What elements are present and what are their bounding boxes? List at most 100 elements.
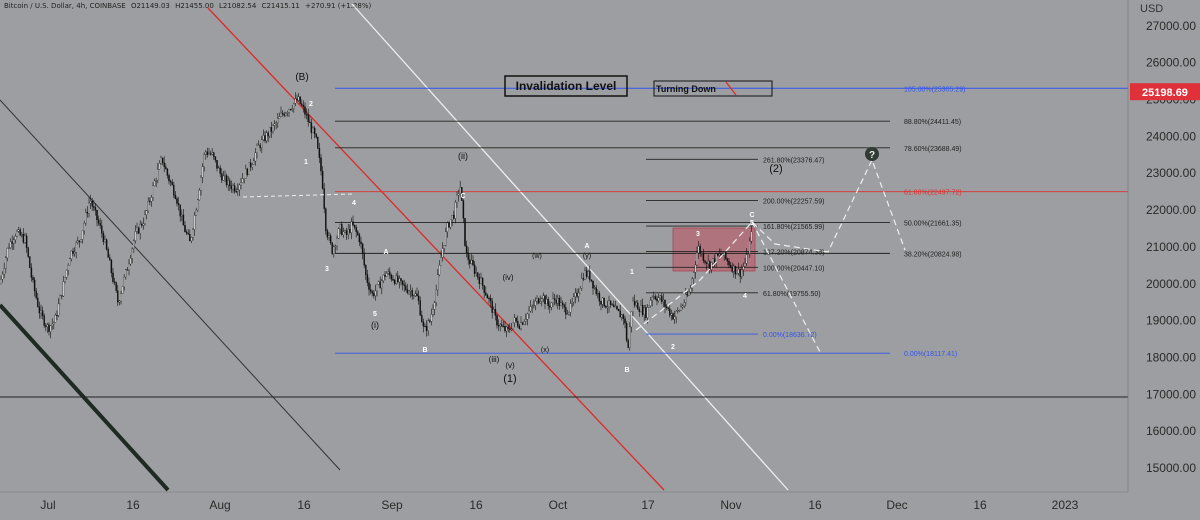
- candle: [261, 135, 263, 154]
- y-tick-label: 19000.00: [1146, 314, 1196, 328]
- candle: [240, 177, 242, 190]
- time-axis[interactable]: [0, 492, 1200, 520]
- candle: [390, 273, 393, 282]
- change-value: +270.91 (+1.28%): [305, 2, 372, 10]
- projection-path-alt: [751, 221, 821, 353]
- candle: [384, 270, 386, 281]
- candle: [75, 240, 77, 259]
- candle: [19, 227, 21, 237]
- fib-label: 61.80%(22497.72): [904, 190, 962, 197]
- turning-down-box[interactable]: [653, 80, 773, 97]
- candle: [635, 300, 637, 308]
- candle: [584, 266, 586, 281]
- candle: [505, 325, 508, 338]
- wave-label: 5: [750, 220, 754, 227]
- candle: [539, 295, 541, 304]
- candle: [581, 272, 583, 291]
- candle: [413, 294, 415, 300]
- candle: [142, 217, 145, 230]
- candle: [576, 288, 578, 299]
- candle: [133, 239, 135, 253]
- candle: [25, 233, 28, 253]
- candle: [251, 162, 253, 171]
- candle: [654, 294, 657, 301]
- candle: [438, 260, 441, 277]
- wave-label: (B): [295, 72, 308, 83]
- candle: [203, 152, 205, 172]
- candle: [645, 304, 647, 320]
- candle: [605, 305, 607, 309]
- candle: [385, 271, 388, 277]
- candle: [233, 182, 236, 194]
- candle: [299, 96, 301, 105]
- candle: [262, 129, 265, 142]
- candle: [64, 277, 66, 284]
- candle: [555, 294, 557, 307]
- candle: [211, 147, 213, 156]
- candle: [315, 133, 317, 139]
- candle: [750, 225, 753, 244]
- candle: [443, 245, 445, 253]
- candle: [446, 221, 449, 238]
- candle: [264, 130, 266, 143]
- candle: [275, 120, 277, 130]
- candle: [59, 294, 61, 305]
- candle: [422, 318, 425, 333]
- candle: [216, 160, 218, 172]
- candle: [46, 322, 49, 334]
- candle: [603, 297, 605, 308]
- candle: [520, 316, 522, 331]
- candle: [272, 123, 274, 134]
- candle: [360, 236, 362, 249]
- x-tick-label: Oct: [549, 498, 568, 512]
- candle: [545, 294, 548, 305]
- invalidation-box[interactable]: [504, 75, 628, 97]
- candle: [681, 304, 684, 310]
- candle: [523, 319, 525, 325]
- candle: [339, 223, 341, 235]
- candle: [371, 289, 373, 297]
- candle: [163, 156, 165, 173]
- candle: [702, 248, 705, 264]
- candle: [269, 127, 271, 139]
- wave-label: 3: [696, 231, 700, 238]
- candle: [518, 323, 521, 330]
- candle: [683, 299, 685, 309]
- candle: [105, 238, 108, 251]
- candle: [113, 277, 116, 286]
- wave-label: B: [624, 367, 629, 374]
- candle: [510, 323, 513, 332]
- candle: [307, 108, 309, 127]
- candle: [72, 247, 74, 257]
- wave-label: 2: [309, 101, 313, 108]
- candle: [232, 183, 234, 194]
- question-marker[interactable]: [865, 147, 879, 161]
- candle: [353, 224, 356, 230]
- white-trendline[interactable]: [351, 3, 789, 491]
- candle: [710, 262, 713, 274]
- candle: [509, 323, 511, 333]
- candle: [689, 284, 692, 295]
- candle: [734, 265, 737, 279]
- candle: [102, 230, 105, 245]
- candle: [168, 173, 170, 185]
- candle: [547, 296, 549, 310]
- candle: [85, 208, 87, 226]
- wave-label: (iv): [502, 273, 513, 282]
- candle: [355, 224, 357, 238]
- candle: [678, 309, 681, 313]
- red-trendline[interactable]: [207, 7, 665, 491]
- candle: [529, 300, 532, 313]
- candle: [225, 173, 228, 188]
- candle: [368, 277, 370, 296]
- price-axis[interactable]: [1128, 0, 1200, 492]
- candle: [283, 111, 285, 118]
- wave-label: (y): [583, 253, 591, 260]
- candle: [715, 252, 717, 268]
- candle: [646, 304, 649, 324]
- candle: [246, 167, 249, 177]
- x-tick-label: 16: [126, 498, 140, 512]
- candle: [117, 284, 119, 306]
- candle: [174, 190, 177, 200]
